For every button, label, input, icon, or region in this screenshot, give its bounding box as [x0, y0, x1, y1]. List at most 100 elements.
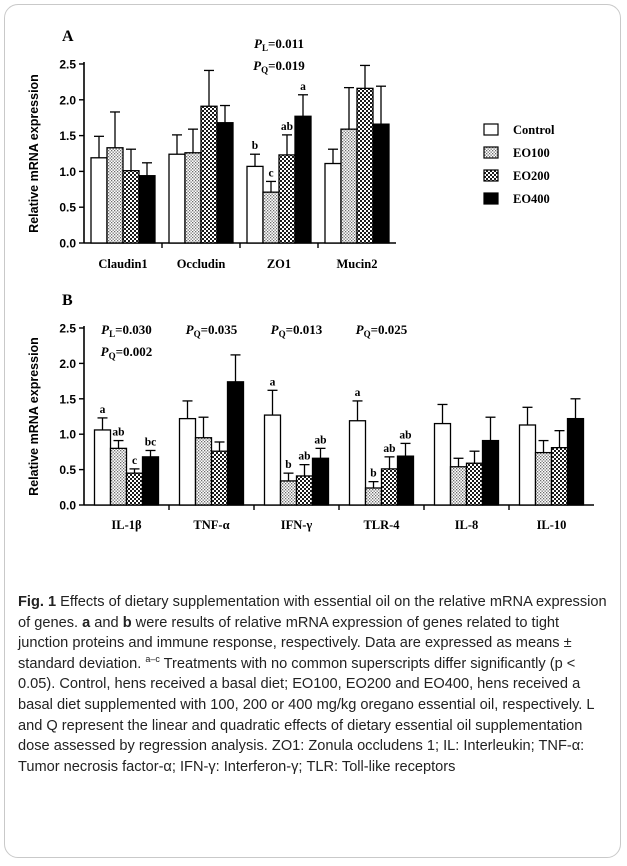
y-axis-label: Relative mRNA expression — [27, 74, 41, 233]
bar — [449, 466, 468, 506]
significance-letter: a — [355, 387, 361, 399]
bar — [109, 447, 128, 506]
x-tick-label: IL-10 — [537, 518, 567, 532]
bar — [481, 439, 500, 506]
bar — [194, 437, 213, 506]
legend-label: Control — [513, 123, 555, 137]
bar — [178, 417, 197, 506]
p-value-label: PQ=0.035 — [186, 322, 238, 339]
bar — [294, 115, 312, 244]
legend-swatch — [483, 123, 499, 136]
panel-letter-b: B — [62, 292, 73, 309]
caption-superscript: a–c — [145, 653, 160, 664]
y-tick-label: 2.0 — [59, 93, 76, 107]
bar — [396, 455, 415, 506]
x-tick-label: TLR-4 — [363, 518, 400, 532]
significance-letter: b — [252, 140, 258, 152]
x-tick-label: TNF-α — [193, 518, 229, 532]
bar — [295, 475, 314, 506]
bar — [364, 487, 383, 506]
panel-letter-a: A — [62, 28, 74, 45]
bar — [566, 417, 585, 506]
legend-label: EO400 — [513, 192, 550, 206]
bar — [278, 154, 296, 244]
y-axis-label: Relative mRNA expression — [27, 337, 41, 496]
significance-letter: ab — [298, 451, 310, 463]
bar — [138, 175, 156, 244]
bar — [226, 381, 245, 506]
p-value-label: PQ=0.019 — [253, 58, 305, 75]
significance-letter: ab — [314, 434, 326, 446]
significance-letter: a — [270, 376, 276, 388]
significance-letter: ab — [112, 427, 124, 439]
bar — [550, 447, 569, 506]
bar — [433, 422, 452, 506]
y-tick-label: 1.0 — [59, 428, 76, 442]
bar — [122, 170, 140, 244]
bar — [125, 472, 144, 506]
significance-letter: b — [285, 459, 291, 471]
x-tick-label: Mucin2 — [337, 257, 378, 271]
caption-panel-b: b — [122, 614, 132, 631]
significance-letter: ab — [281, 121, 293, 133]
significance-letter: b — [370, 468, 376, 480]
x-tick-label: Claudin1 — [98, 257, 147, 271]
bar — [93, 429, 112, 506]
bar — [263, 414, 282, 506]
bar — [90, 157, 108, 244]
bar — [311, 457, 330, 506]
bar — [340, 128, 358, 244]
bar — [262, 191, 280, 244]
p-value-label: PQ=0.013 — [271, 322, 323, 339]
y-tick-label: 0.0 — [59, 499, 76, 513]
bar — [200, 105, 218, 244]
caption-fig-label: Fig. 1 — [18, 594, 57, 610]
figure-caption: Fig. 1 Effects of dietary supplementatio… — [18, 592, 610, 777]
p-value-label: PQ=0.002 — [101, 344, 153, 361]
bar — [465, 462, 484, 506]
bar — [380, 468, 399, 506]
significance-letter: ab — [399, 429, 411, 441]
bar — [372, 123, 390, 244]
y-tick-label: 0.0 — [59, 237, 76, 251]
bar — [348, 420, 367, 506]
figure-plots: A 0.0 0.5 1.0 1.5 2.0 2.5 Relative mRNA express… — [27, 28, 594, 532]
significance-letter: a — [300, 81, 306, 93]
legend-swatch — [483, 192, 499, 205]
x-tick-label: ZO1 — [267, 257, 291, 271]
bar — [279, 480, 298, 506]
significance-letter: bc — [145, 436, 157, 448]
bar — [216, 122, 234, 244]
y-tick-label: 0.5 — [59, 201, 76, 215]
caption-text-3: Treatments with no common superscripts d… — [18, 655, 594, 775]
x-tick-label: IL-8 — [455, 518, 479, 532]
y-tick-label: 0.5 — [59, 463, 76, 477]
bar — [141, 456, 160, 506]
significance-letter: ab — [383, 443, 395, 455]
significance-letter: a — [100, 404, 106, 416]
caption-text-1: Effects of dietary supplementation with … — [18, 594, 607, 631]
p-value-label: PL=0.030 — [101, 322, 152, 339]
caption-panel-a: a — [82, 614, 91, 631]
bar — [534, 451, 553, 506]
significance-letter: c — [132, 455, 137, 467]
x-tick-label: Occludin — [177, 257, 226, 271]
y-tick-label: 2.0 — [59, 357, 76, 371]
caption-text-and: and — [90, 614, 123, 631]
y-tick-label: 2.5 — [59, 322, 76, 336]
bar — [356, 87, 374, 244]
p-value-label: PQ=0.025 — [356, 322, 408, 339]
bar — [210, 450, 229, 506]
y-tick-label: 1.0 — [59, 165, 76, 179]
x-tick-label: IL-1β — [111, 518, 142, 532]
bar — [324, 162, 342, 244]
figure-frame — [4, 4, 621, 858]
y-tick-label: 2.5 — [59, 58, 76, 72]
caption-text-2: were results of relative mRNA expression… — [18, 614, 572, 672]
bar — [246, 165, 264, 244]
legend-swatch — [483, 169, 499, 182]
y-tick-label: 1.5 — [59, 392, 76, 406]
bar — [106, 147, 124, 244]
y-tick-label: 1.5 — [59, 129, 76, 143]
significance-letter: c — [268, 167, 273, 179]
